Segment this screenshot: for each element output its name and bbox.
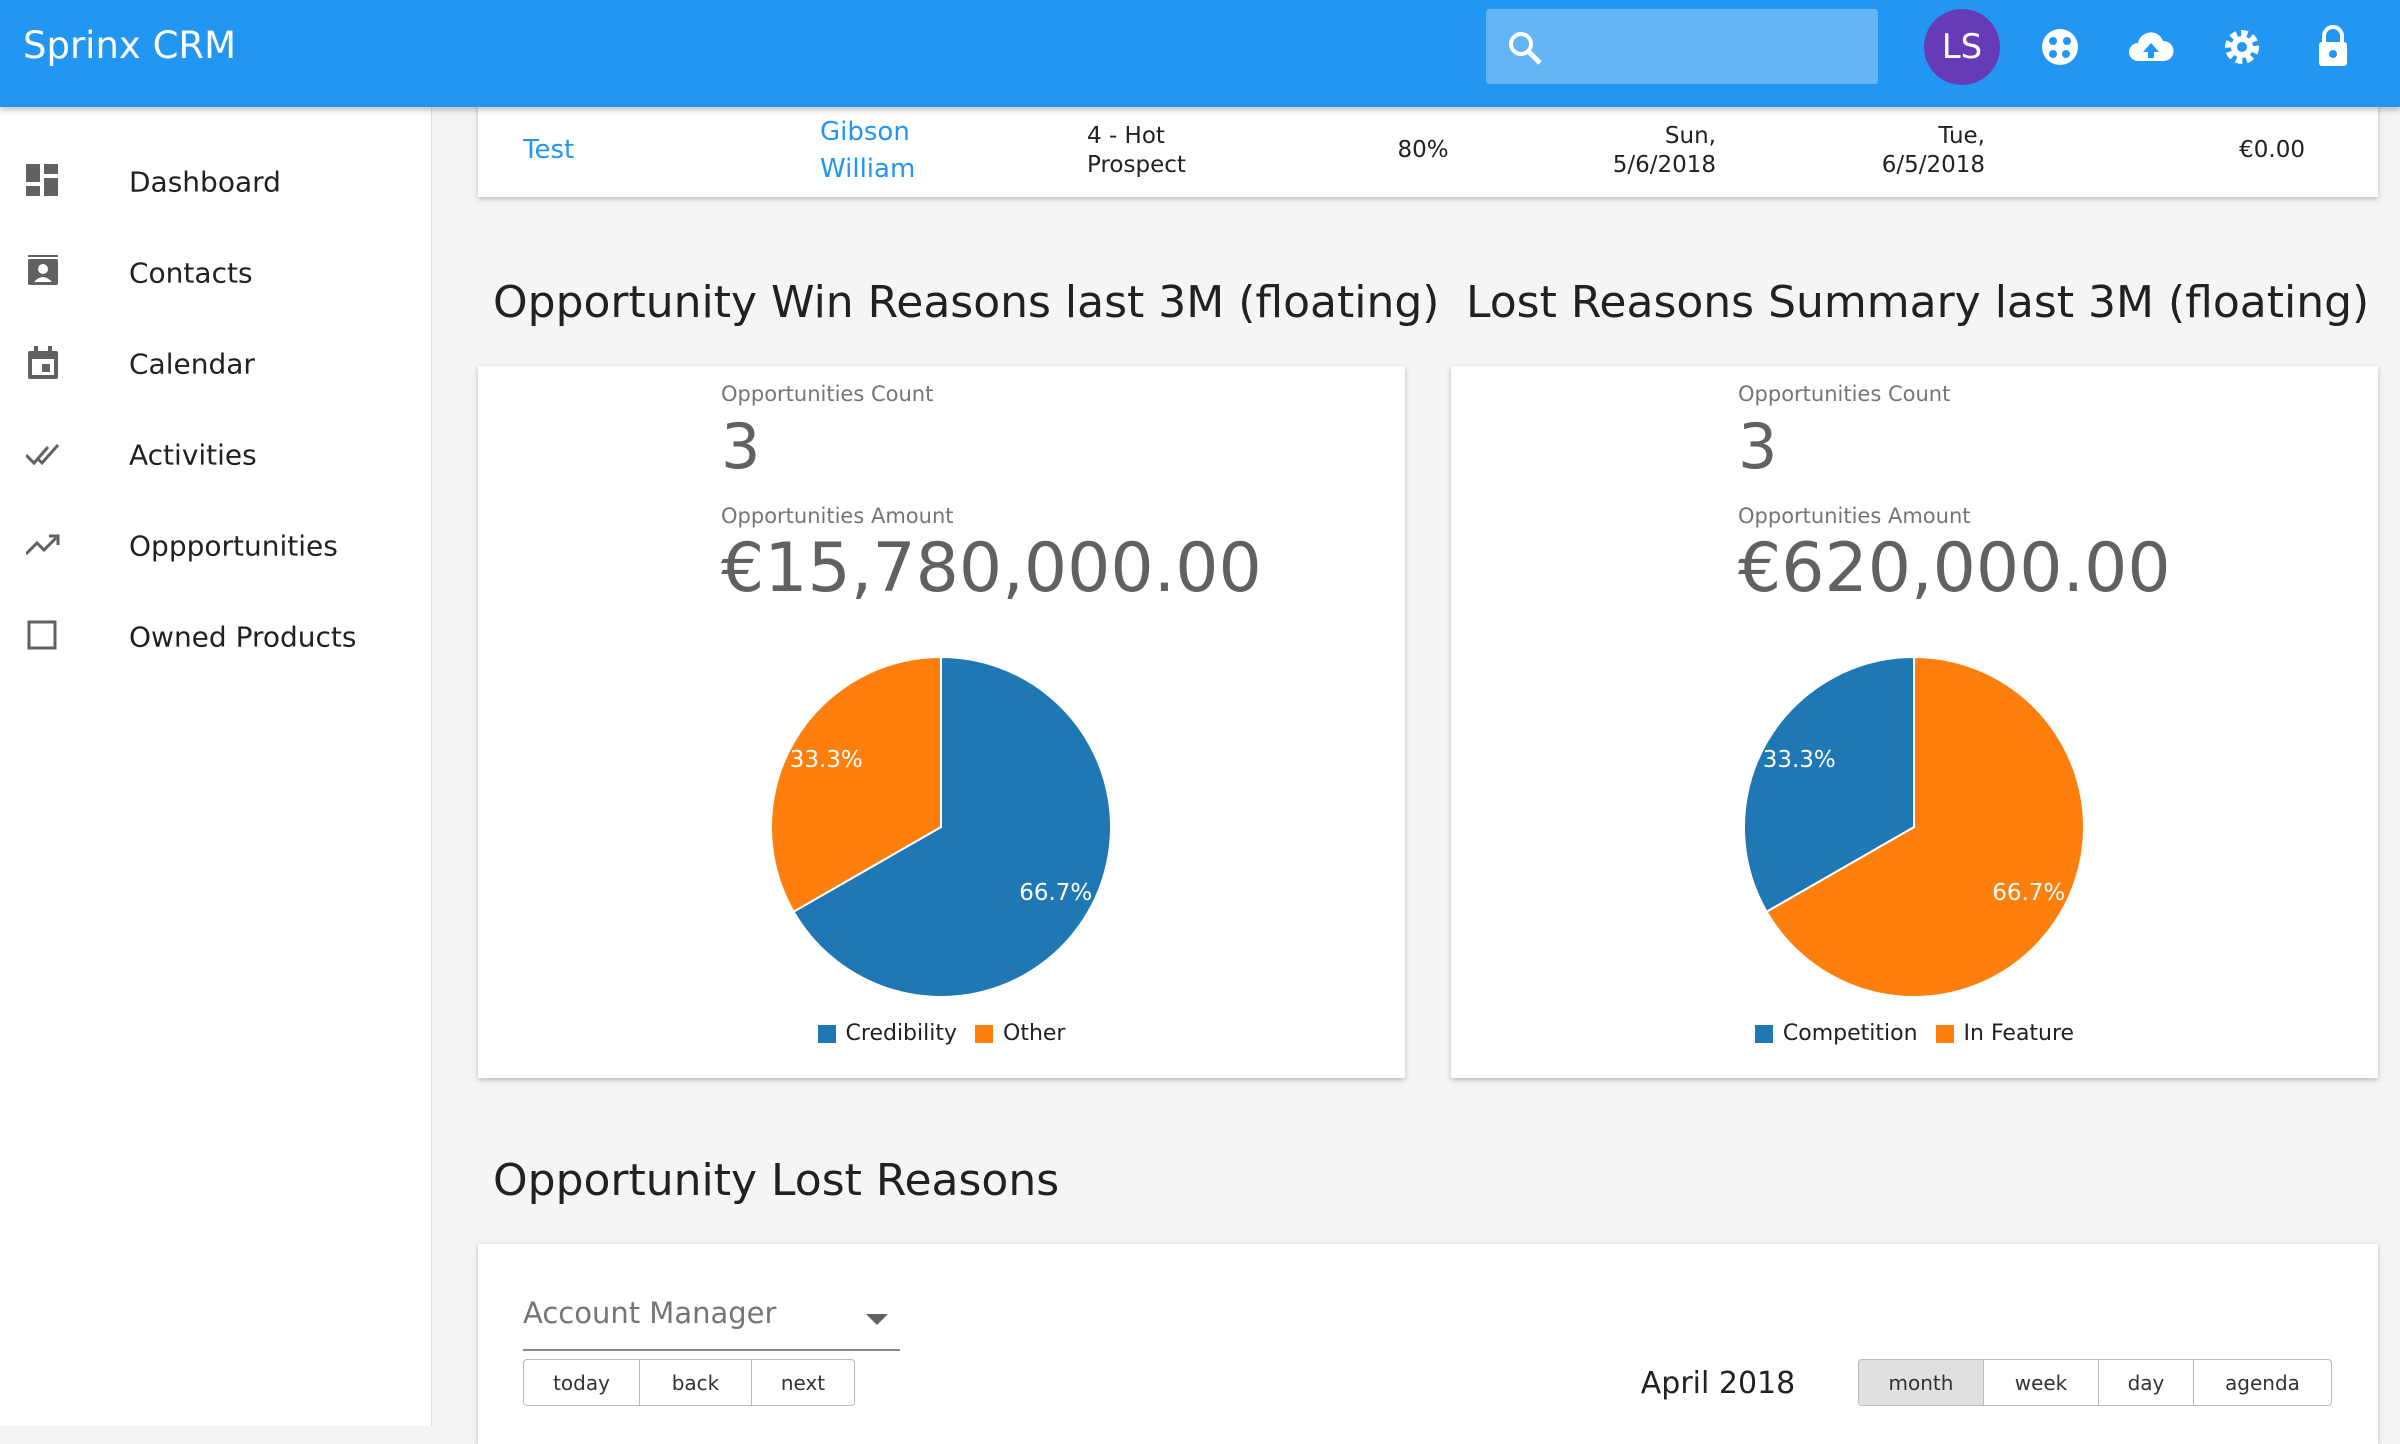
- nav-label: Activities: [129, 438, 257, 472]
- amount-value: €15,780,000.00: [721, 529, 1262, 608]
- nav-button[interactable]: today: [523, 1359, 640, 1406]
- palette-icon[interactable]: [2040, 27, 2080, 67]
- count-value: 3: [1738, 410, 1778, 483]
- pie-chart: 66.7% 33.3%: [1743, 655, 2085, 998]
- slice-label: 33.3%: [1763, 747, 1836, 773]
- legend-label: Other: [1003, 1021, 1066, 1046]
- legend-swatch: [1754, 1024, 1773, 1043]
- filter-select[interactable]: Account Manager: [523, 1296, 777, 1330]
- amount-value: €620,000.00: [1738, 529, 2171, 608]
- row-probability: 80%: [1397, 137, 1449, 163]
- view-button[interactable]: month: [1858, 1359, 1984, 1406]
- legend: Competition In Feature: [1451, 1021, 2378, 1046]
- slice-label: 66.7%: [1992, 880, 2065, 906]
- nav-icon: [26, 534, 60, 556]
- legend-label: In Feature: [1963, 1021, 2075, 1046]
- nav-label: Dashboard: [129, 165, 281, 199]
- row-close-date: Tue, 6/5/2018: [1881, 123, 1985, 178]
- view-button[interactable]: agenda: [2193, 1359, 2332, 1406]
- row-start-date: Sun, 5/6/2018: [1612, 123, 1716, 178]
- amount-label: Opportunities Amount: [1738, 504, 1971, 528]
- row-contact[interactable]: Gibson William: [820, 117, 916, 184]
- legend-swatch: [817, 1024, 836, 1043]
- avatar[interactable]: LS: [1924, 9, 2000, 85]
- pie-chart: 66.7% 33.3%: [770, 655, 1112, 998]
- legend-item[interactable]: Credibility: [817, 1021, 957, 1046]
- settings-icon[interactable]: [2222, 27, 2262, 67]
- top-bar: Sprinx CRM LS: [0, 0, 2400, 107]
- nav-button[interactable]: back: [639, 1359, 752, 1406]
- amount-label: Opportunities Amount: [721, 504, 954, 528]
- nav-item[interactable]: Oppportunities: [0, 506, 431, 586]
- pie-slice: [1765, 655, 2085, 998]
- pie-slice: [770, 655, 942, 914]
- chart-card: Opportunities Count 3 Opportunities Amount…: [478, 366, 1405, 1078]
- count-label: Opportunities Count: [721, 382, 934, 406]
- dropdown-arrow[interactable]: [866, 1314, 888, 1326]
- nav-item[interactable]: Activities: [0, 415, 431, 495]
- nav-icon: [28, 346, 58, 379]
- legend-label: Competition: [1782, 1021, 1918, 1046]
- nav-icon: [26, 164, 58, 196]
- nav-icon: [28, 255, 58, 285]
- nav-item[interactable]: Owned Products: [0, 597, 431, 677]
- legend-item[interactable]: Other: [975, 1021, 1065, 1046]
- count-label: Opportunities Count: [1738, 382, 1951, 406]
- slice-label: 66.7%: [1019, 880, 1092, 906]
- nav-item[interactable]: Contacts: [0, 233, 431, 313]
- upload-icon[interactable]: [2128, 27, 2174, 67]
- view-button[interactable]: week: [1983, 1359, 2099, 1406]
- calendar-card: Account Manager today back next April 2018…: [478, 1244, 2378, 1444]
- nav-button[interactable]: next: [751, 1359, 855, 1406]
- nav-icon: [27, 620, 57, 650]
- table-row: Test Gibson William 4 - Hot Prospect 80%…: [478, 100, 2378, 197]
- legend: Credibility Other: [478, 1021, 1405, 1046]
- search-box[interactable]: [1486, 9, 1878, 84]
- nav-item[interactable]: Dashboard: [0, 142, 431, 222]
- view-button[interactable]: day: [2098, 1359, 2194, 1406]
- search-icon: [1509, 32, 1542, 65]
- section-title: Opportunity Win Reasons last 3M (floatin…: [493, 277, 1440, 328]
- row-amount: €0.00: [2239, 137, 2305, 163]
- section-title: Opportunity Lost Reasons: [493, 1155, 1060, 1206]
- legend-item[interactable]: In Feature: [1935, 1021, 2075, 1046]
- chart-card: Opportunities Count 3 Opportunities Amount…: [1451, 366, 2378, 1078]
- sidebar: Dashboard Contacts Calendar Activities Opppo…: [0, 107, 432, 1426]
- pie-slice: [1743, 655, 1915, 914]
- lock-icon[interactable]: [2315, 24, 2351, 68]
- nav-icon: [26, 444, 60, 466]
- legend-item[interactable]: Competition: [1754, 1021, 1918, 1046]
- row-stage: 4 - Hot Prospect: [1087, 123, 1186, 178]
- nav-label: Contacts: [129, 256, 253, 290]
- slice-label: 33.3%: [790, 747, 863, 773]
- nav-label: Owned Products: [129, 620, 357, 654]
- count-value: 3: [721, 410, 761, 483]
- nav-item[interactable]: Calendar: [0, 324, 431, 404]
- nav-label: Calendar: [129, 347, 255, 381]
- app-title[interactable]: Sprinx CRM: [23, 24, 237, 67]
- calendar-period: April 2018: [1640, 1366, 1796, 1401]
- legend-label: Credibility: [845, 1021, 957, 1046]
- legend-swatch: [975, 1024, 993, 1043]
- select-underline: [523, 1349, 900, 1351]
- nav-label: Oppportunities: [129, 529, 338, 563]
- pie-slice: [792, 655, 1112, 998]
- section-title: Lost Reasons Summary last 3M (floating): [1466, 277, 2370, 328]
- legend-swatch: [1935, 1024, 1954, 1043]
- row-name[interactable]: Test: [523, 135, 575, 165]
